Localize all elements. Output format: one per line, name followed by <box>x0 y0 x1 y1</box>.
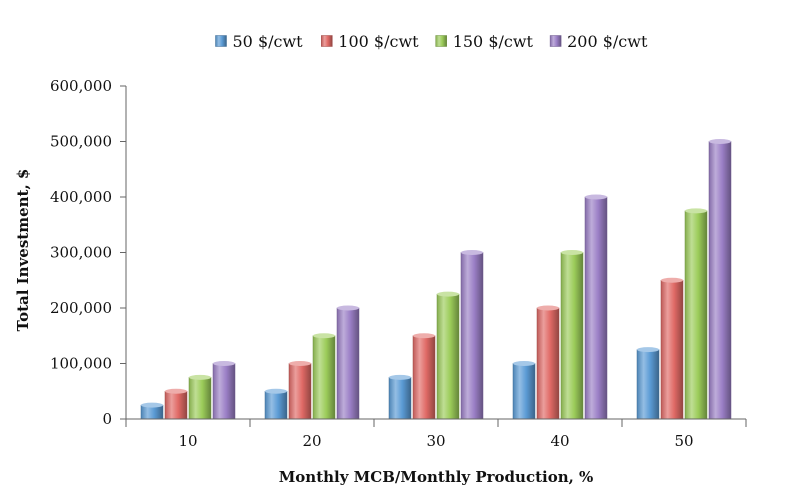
bar <box>536 307 560 420</box>
bar-cap <box>561 250 583 255</box>
bar-cap <box>685 208 707 214</box>
y-tick-label: 600,000 <box>50 77 112 95</box>
bar-cap <box>141 402 163 408</box>
legend-swatch <box>215 35 227 47</box>
y-tick-label: 300,000 <box>50 244 112 262</box>
y-tick-label: 100,000 <box>50 355 112 373</box>
legend-item: 100 $/cwt <box>321 32 419 51</box>
x-tick-label: 10 <box>178 432 197 450</box>
bar-cap <box>413 333 435 339</box>
legend-item: 150 $/cwt <box>435 32 534 51</box>
bar <box>560 252 584 420</box>
y-tick-label: 0 <box>102 410 112 428</box>
bar-cap <box>289 361 311 366</box>
legend-swatch <box>549 35 562 47</box>
x-tick-label: 50 <box>674 432 693 450</box>
bar-cap <box>637 347 659 353</box>
bar <box>436 293 460 420</box>
x-axis-title: Monthly MCB/Monthly Production, % <box>279 468 594 486</box>
legend: 50 $/cwt 100 $/cwt 150 $/cwt 200 $/cwt <box>215 32 648 51</box>
bar <box>684 210 708 420</box>
bar-cap <box>661 277 683 283</box>
y-tick-label: 400,000 <box>50 188 112 206</box>
legend-label: 50 $/cwt <box>233 32 304 51</box>
bar <box>388 377 412 420</box>
legend-label: 100 $/cwt <box>338 32 419 51</box>
bar-cap <box>461 250 483 255</box>
bar-cap <box>709 139 731 144</box>
bar-cap <box>265 388 287 394</box>
legend-label: 150 $/cwt <box>453 32 534 51</box>
bar <box>584 196 608 420</box>
y-axis: 0 100,000 200,000 300,000 400,000 500,000 600,… <box>50 77 127 428</box>
legend-item: 50 $/cwt <box>215 32 304 51</box>
bar-cap <box>513 361 535 366</box>
x-tick-label: 40 <box>550 432 569 450</box>
y-tick-label: 200,000 <box>50 299 112 317</box>
bar-cap <box>585 194 607 200</box>
bar <box>288 363 312 420</box>
bar <box>708 141 732 420</box>
bar-cap <box>437 291 459 297</box>
bar-cap <box>165 388 187 394</box>
bar-cap <box>189 374 211 380</box>
bar <box>636 349 660 420</box>
x-tick-label: 20 <box>302 432 321 450</box>
legend-swatch <box>321 35 333 47</box>
bar <box>512 363 536 420</box>
bar <box>264 391 288 420</box>
bar <box>460 252 484 420</box>
bar-cap <box>389 374 411 380</box>
x-tick-label: 30 <box>426 432 445 450</box>
bar <box>336 307 360 420</box>
bar-cap <box>213 361 235 366</box>
bar-cap <box>337 305 359 311</box>
bar-cap <box>537 305 559 311</box>
bar-cap <box>313 333 335 339</box>
legend-item: 200 $/cwt <box>549 32 648 51</box>
bar <box>660 280 684 420</box>
legend-label: 200 $/cwt <box>567 32 648 51</box>
y-tick-label: 500,000 <box>50 133 112 151</box>
bar <box>164 391 188 420</box>
y-axis-title: Total Investment, $ <box>14 169 32 332</box>
legend-swatch <box>435 35 447 47</box>
bar <box>212 363 236 420</box>
bars <box>140 139 732 420</box>
bar <box>312 335 336 420</box>
bar <box>188 377 212 420</box>
x-axis: 10 20 30 40 50 <box>125 418 747 450</box>
bar <box>412 335 436 420</box>
